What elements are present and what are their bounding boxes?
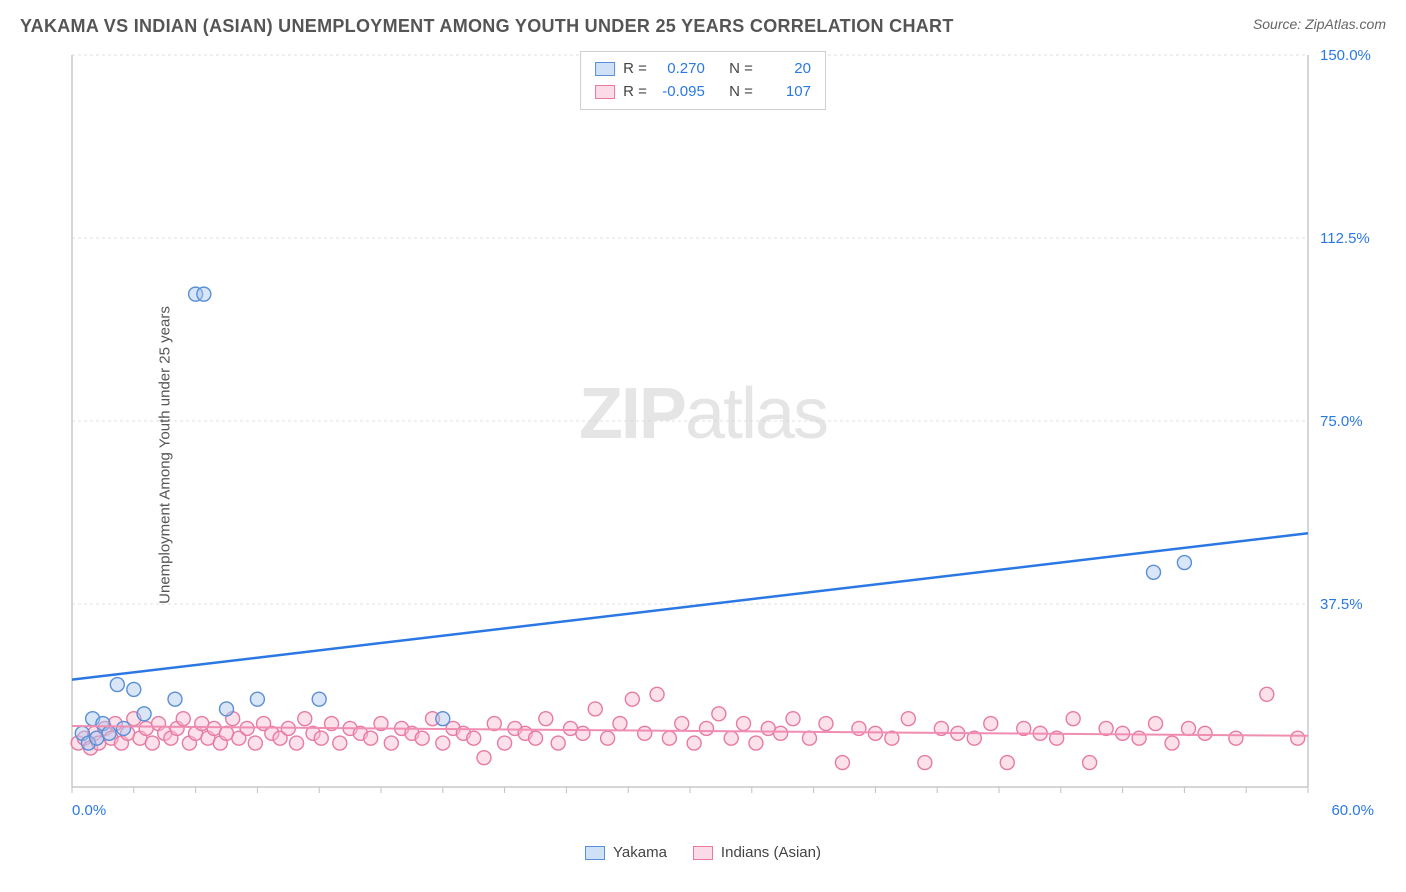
- svg-text:0.0%: 0.0%: [72, 802, 106, 819]
- source-attribution: Source: ZipAtlas.com: [1253, 16, 1386, 32]
- chart-container: Unemployment Among Youth under 25 years …: [20, 45, 1386, 865]
- chart-header: YAKAMA VS INDIAN (ASIAN) UNEMPLOYMENT AM…: [20, 16, 1386, 37]
- legend-item-indians: Indians (Asian): [693, 844, 821, 861]
- svg-text:60.0%: 60.0%: [1331, 802, 1374, 819]
- svg-text:112.5%: 112.5%: [1320, 230, 1370, 247]
- stats-row-yakama: R = 0.270 N = 20: [595, 58, 811, 81]
- y-axis-label: Unemployment Among Youth under 25 years: [156, 306, 173, 604]
- swatch-pink-icon: [693, 846, 713, 860]
- swatch-blue-icon: [585, 846, 605, 860]
- svg-text:75.0%: 75.0%: [1320, 413, 1363, 430]
- stats-row-indians: R = -0.095 N = 107: [595, 81, 811, 104]
- chart-title: YAKAMA VS INDIAN (ASIAN) UNEMPLOYMENT AM…: [20, 16, 954, 37]
- swatch-pink-icon: [595, 85, 615, 99]
- svg-text:150.0%: 150.0%: [1320, 47, 1371, 64]
- legend-item-yakama: Yakama: [585, 844, 667, 861]
- swatch-blue-icon: [595, 62, 615, 76]
- series-legend: Yakama Indians (Asian): [585, 844, 821, 861]
- stats-legend: R = 0.270 N = 20 R = -0.095 N = 107: [580, 51, 826, 110]
- scatter-chart: 37.5% 75.0% 112.5% 150.0% 0.0% 60.0%: [48, 45, 1388, 835]
- svg-text:37.5%: 37.5%: [1320, 596, 1363, 613]
